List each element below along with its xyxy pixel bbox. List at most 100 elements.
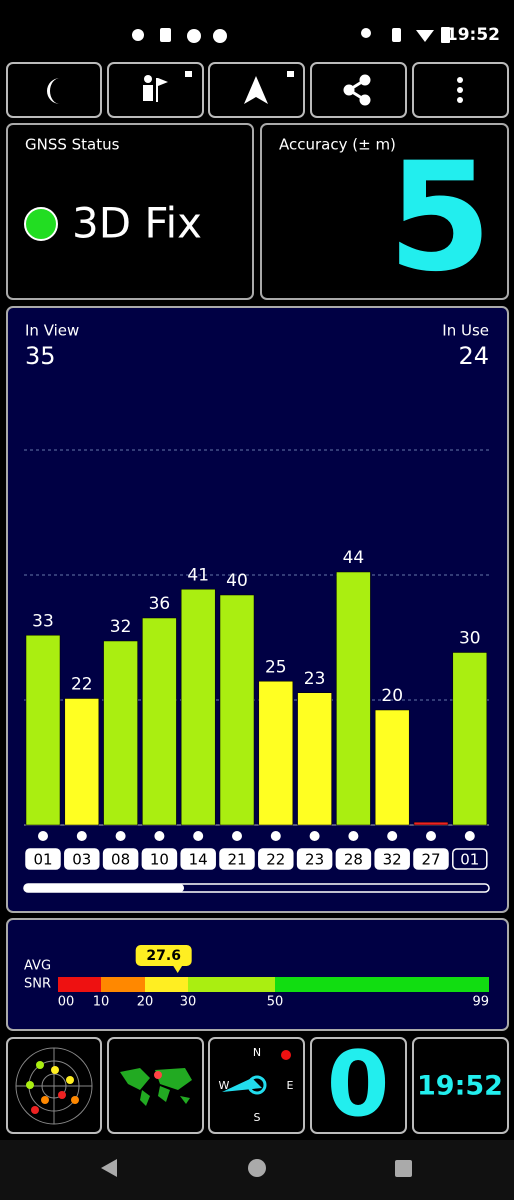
back-button[interactable]: [101, 1159, 117, 1177]
avg-value: 27.6: [146, 948, 181, 964]
snr-bars: 33 01 22 03 32 08 36 10 41 14 40 21 25 22 23 23 44 28 20 32…: [25, 548, 488, 870]
radar-icon: [15, 1047, 93, 1125]
recents-button[interactable]: [395, 1160, 412, 1177]
snr-label: 40: [226, 571, 248, 591]
map-tile[interactable]: [107, 1037, 204, 1134]
used-dot: [464, 831, 475, 841]
snr-label: 33: [32, 611, 54, 631]
snr-segment: [58, 977, 101, 992]
in-view-value: 35: [25, 342, 56, 370]
toolbar: [6, 62, 509, 118]
status-time: 19:52: [446, 25, 500, 45]
used-dot: [309, 831, 320, 841]
snr-scale: 00 10 20 30 50 99 27.6: [58, 945, 489, 1010]
gnss-title: GNSS Status: [25, 136, 120, 154]
avg-marker: [135, 945, 192, 966]
used-dot: [154, 831, 165, 841]
in-view-label: In View: [25, 322, 79, 340]
snr-label: SNR: [24, 977, 51, 992]
prn-pill: [102, 848, 139, 870]
prn-pill: [413, 848, 449, 870]
dots-icon: [457, 77, 463, 103]
prn-label: 28: [344, 851, 363, 869]
accuracy-title: Accuracy (± m): [279, 136, 396, 154]
prn-label: 23: [305, 851, 324, 869]
used-dot: [426, 831, 436, 841]
snr-label: 41: [187, 565, 209, 585]
mode-button[interactable]: [107, 62, 204, 118]
scroll-thumb[interactable]: [24, 884, 184, 892]
avg-snr-panel: [6, 918, 509, 1031]
used-dot: [38, 831, 48, 841]
snr-bar: [374, 709, 410, 826]
prn-pill: [180, 848, 216, 870]
snr-bar: [180, 589, 216, 826]
snr-label: 32: [110, 617, 132, 637]
lock-icon: [287, 71, 294, 77]
arrow-icon: [244, 76, 268, 104]
share-button[interactable]: [310, 62, 407, 118]
clock-tile[interactable]: [412, 1037, 509, 1134]
snr-label: 23: [304, 669, 326, 689]
compass-south: S: [254, 1111, 261, 1124]
prn-label: 21: [227, 851, 246, 869]
prn-label: 32: [383, 851, 402, 869]
in-use-label: In Use: [442, 322, 489, 340]
snr-bar: [413, 821, 449, 826]
used-dot: [115, 831, 126, 841]
world-map: [120, 1068, 192, 1106]
prn-pill: [452, 848, 488, 870]
in-use-value: 24: [458, 342, 489, 370]
snr-bar: [297, 692, 332, 826]
snr-bar: [258, 681, 294, 826]
used-dot: [387, 831, 398, 841]
accuracy-value: 5: [388, 131, 492, 305]
snr-tick-label: 30: [180, 995, 197, 1010]
used-dot: [270, 831, 281, 841]
gnss-panel: [6, 123, 254, 300]
night-mode-button[interactable]: [6, 62, 102, 118]
prn-label: 27: [421, 851, 440, 869]
person-icon: [143, 71, 192, 102]
prn-label: 03: [72, 851, 91, 869]
share-icon: [343, 74, 371, 106]
snr-tick-label: 10: [93, 995, 110, 1010]
avg-pointer: [172, 965, 183, 973]
count-tile[interactable]: [310, 1037, 407, 1134]
prn-label: 14: [189, 851, 208, 869]
prn-label: 22: [266, 851, 285, 869]
snr-bar: [219, 594, 255, 826]
count-value: 0: [327, 1032, 390, 1137]
used-dot: [76, 831, 87, 841]
snr-label: 36: [149, 594, 171, 614]
compass-needle: [222, 1078, 262, 1092]
prn-label: 08: [111, 851, 130, 869]
status-icons: [132, 27, 450, 43]
used-dot: [232, 831, 242, 841]
moon-icon: [47, 78, 60, 104]
snr-segment: [145, 977, 188, 992]
home-button[interactable]: [248, 1159, 266, 1177]
fix-indicator: [24, 207, 58, 241]
snr-segment: [188, 977, 275, 992]
snr-segment: [275, 977, 489, 992]
snr-bar: [336, 571, 371, 826]
used-dot: [348, 831, 359, 841]
prn-pill: [25, 848, 61, 870]
prn-pill: [296, 848, 333, 870]
prn-pill: [258, 848, 294, 870]
snr-bar: [452, 652, 488, 826]
compass-east: E: [287, 1079, 294, 1092]
compass-hub: [247, 1075, 267, 1095]
snr-tick-label: 50: [267, 995, 284, 1010]
snr-label: 20: [381, 686, 403, 706]
snr-label: 30: [459, 629, 481, 649]
prn-pill: [219, 848, 255, 870]
compass-dot: [281, 1050, 291, 1060]
snr-bar: [25, 635, 61, 826]
avg-label: AVG: [24, 959, 51, 974]
prn-pill: [64, 848, 100, 870]
clock-value: 19:52: [417, 1071, 503, 1102]
radar-sats: [26, 1061, 79, 1114]
